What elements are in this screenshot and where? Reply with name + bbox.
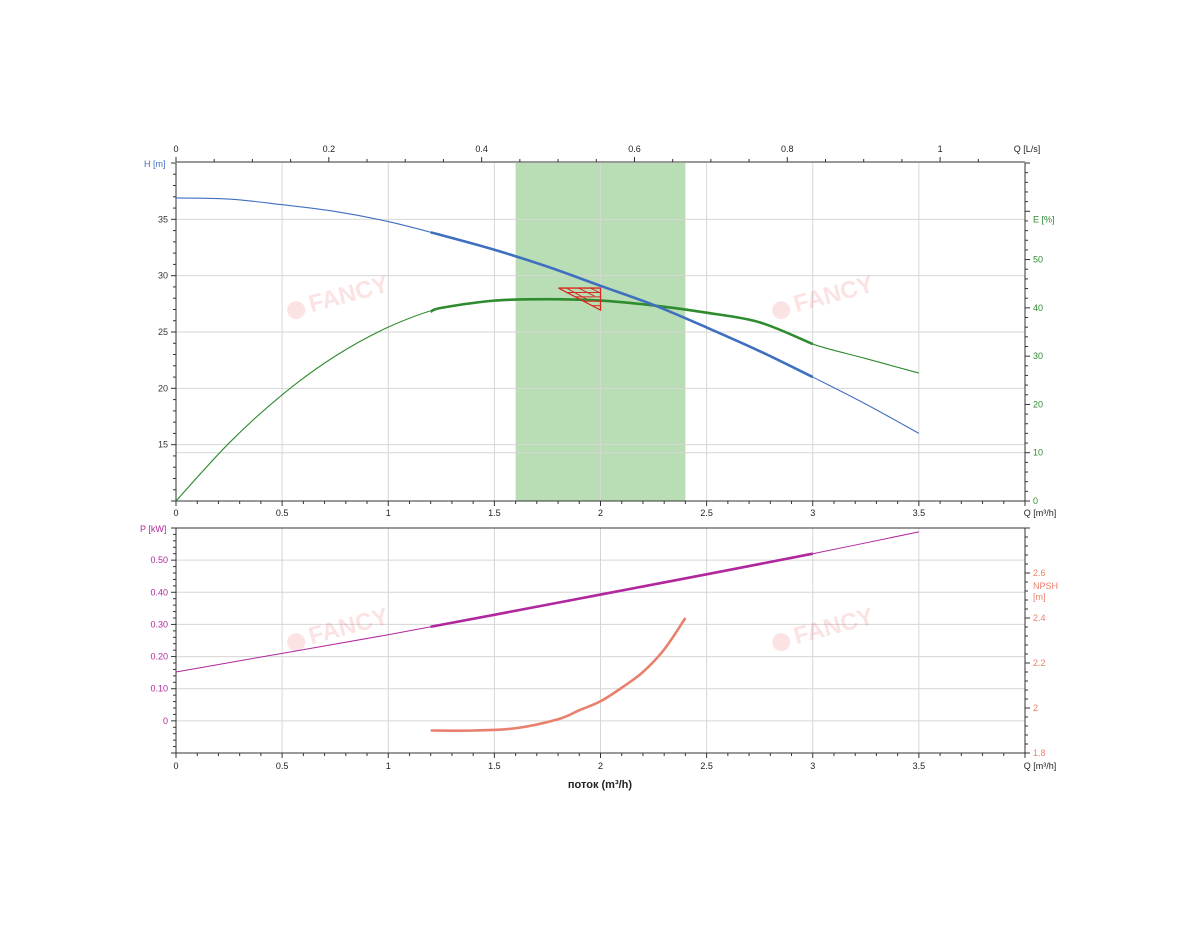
x-tick-label: 0.5 [276, 508, 289, 518]
x-tick-label: 0 [173, 761, 178, 771]
x-tick-label: 2 [598, 508, 603, 518]
y-left-tick-label: 0.10 [150, 684, 168, 694]
top-tick-label: 0.8 [781, 144, 794, 154]
watermark-mark [287, 301, 306, 320]
watermark-mark [772, 301, 791, 320]
x-tick-label: 1.5 [488, 508, 501, 518]
x-axis-title: поток (m³/h) [568, 779, 632, 791]
y-left-tick-label: 15 [158, 440, 168, 450]
watermark-mark [287, 633, 306, 652]
y-right-tick-label: 10 [1033, 448, 1043, 458]
x-axis-label: Q [m³/h] [1024, 761, 1057, 771]
y-right-tick-label: 30 [1033, 351, 1043, 361]
duty-point-hatch [566, 287, 587, 300]
x-tick-label: 1.5 [488, 761, 501, 771]
top-tick-label: 0.2 [323, 144, 336, 154]
y-left-tick-label: 35 [158, 214, 168, 224]
x-tick-label: 2.5 [700, 761, 713, 771]
y-left-axis-label: P [kW] [140, 524, 166, 534]
top-tick-label: 0 [173, 144, 178, 154]
x-axis-label: Q [m³/h] [1024, 508, 1057, 518]
x-tick-label: 1 [386, 508, 391, 518]
y-right-tick-label: 2.4 [1033, 613, 1046, 623]
duty-point-hatch [590, 287, 601, 294]
top-tick-label: 0.6 [628, 144, 641, 154]
y-left-tick-label: 0.30 [150, 619, 168, 629]
y-left-tick-label: 0.20 [150, 652, 168, 662]
y-right-tick-label: 40 [1033, 303, 1043, 313]
y-right-tick-label: 2.2 [1033, 658, 1046, 668]
watermark-mark [772, 633, 791, 652]
top-tick-label: 1 [938, 144, 943, 154]
y-right-axis-label: NPSH [1033, 581, 1058, 591]
top-tick-label: 0.4 [475, 144, 488, 154]
power-curve-bold [430, 552, 813, 629]
duty-point-hatch [578, 287, 595, 297]
x-tick-label: 0 [173, 508, 178, 518]
y-left-tick-label: 0.50 [150, 555, 168, 565]
y-left-tick-label: 20 [158, 383, 168, 393]
y-left-tick-label: 0.40 [150, 587, 168, 597]
y-left-tick-label: 0 [163, 716, 168, 726]
top-axis-label: Q [L/s] [1014, 144, 1041, 154]
duty-point-marker [558, 287, 602, 312]
x-tick-label: 2.5 [700, 508, 713, 518]
x-tick-label: 0.5 [276, 761, 289, 771]
y-left-tick-label: 25 [158, 327, 168, 337]
y-left-tick-label: 30 [158, 271, 168, 281]
head-curve-bold [430, 231, 814, 379]
y-right-tick-label: 50 [1033, 255, 1043, 265]
x-tick-label: 3.5 [913, 508, 926, 518]
x-tick-label: 1 [386, 761, 391, 771]
x-tick-label: 3 [810, 761, 815, 771]
y-right-axis-label: E [%] [1033, 214, 1055, 224]
y-right-tick-label: 2.6 [1033, 568, 1046, 578]
x-tick-label: 2 [598, 761, 603, 771]
y-right-tick-label: 20 [1033, 399, 1043, 409]
npsh-curve [430, 617, 687, 732]
y-right-tick-label: 2 [1033, 703, 1038, 713]
y-left-axis-label: H [m] [144, 159, 166, 169]
y-right-axis-label: [m] [1033, 592, 1046, 602]
x-tick-label: 3.5 [913, 761, 926, 771]
y-right-tick-label: 0 [1033, 496, 1038, 506]
x-tick-label: 3 [810, 508, 815, 518]
y-right-tick-label: 1.8 [1033, 748, 1046, 758]
